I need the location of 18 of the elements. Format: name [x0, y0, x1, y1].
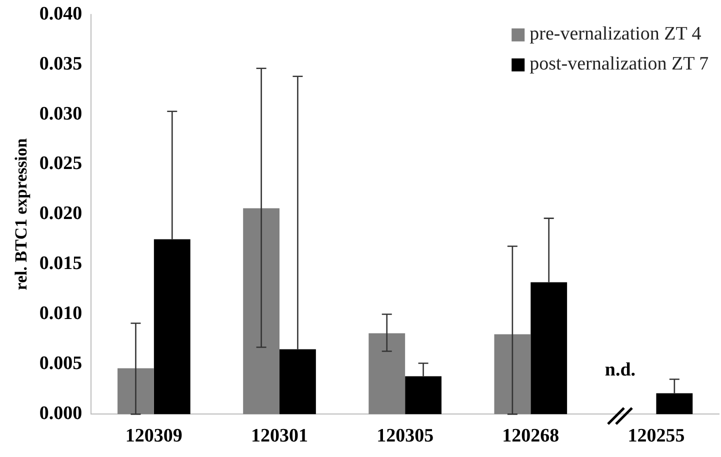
legend-label: pre-vernalization ZT 4 [530, 23, 702, 44]
legend-label: post-vernalization ZT 7 [530, 53, 709, 74]
y-axis-title: rel. BTC1 expression [12, 138, 31, 290]
x-tick-label: 120268 [502, 426, 560, 447]
y-tick-label: 0.035 [39, 53, 82, 74]
y-tick-label: 0.010 [39, 303, 82, 324]
y-tick-label: 0.025 [39, 153, 82, 174]
y-tick-label: 0.000 [39, 403, 82, 424]
y-tick-label: 0.005 [39, 353, 82, 374]
y-tick-label: 0.040 [39, 3, 82, 24]
x-tick-label: 120255 [628, 426, 685, 447]
y-tick-label: 0.030 [39, 103, 82, 124]
y-tick-label: 0.015 [39, 253, 82, 274]
y-tick-label: 0.020 [39, 203, 82, 224]
x-tick-label: 120305 [376, 426, 434, 447]
x-tick-label: 120301 [251, 426, 308, 447]
x-tick-label: 120309 [125, 426, 182, 447]
annotation: n.d. [604, 360, 636, 381]
